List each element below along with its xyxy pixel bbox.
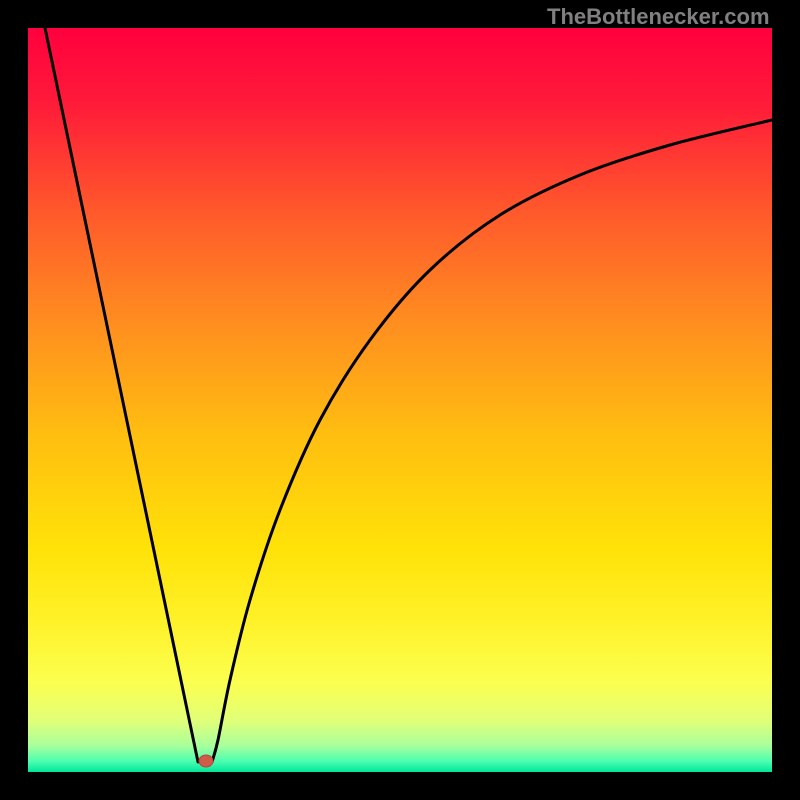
watermark-text: TheBottlenecker.com (547, 4, 770, 30)
optimum-marker (199, 755, 213, 767)
bottleneck-curve (0, 0, 800, 800)
